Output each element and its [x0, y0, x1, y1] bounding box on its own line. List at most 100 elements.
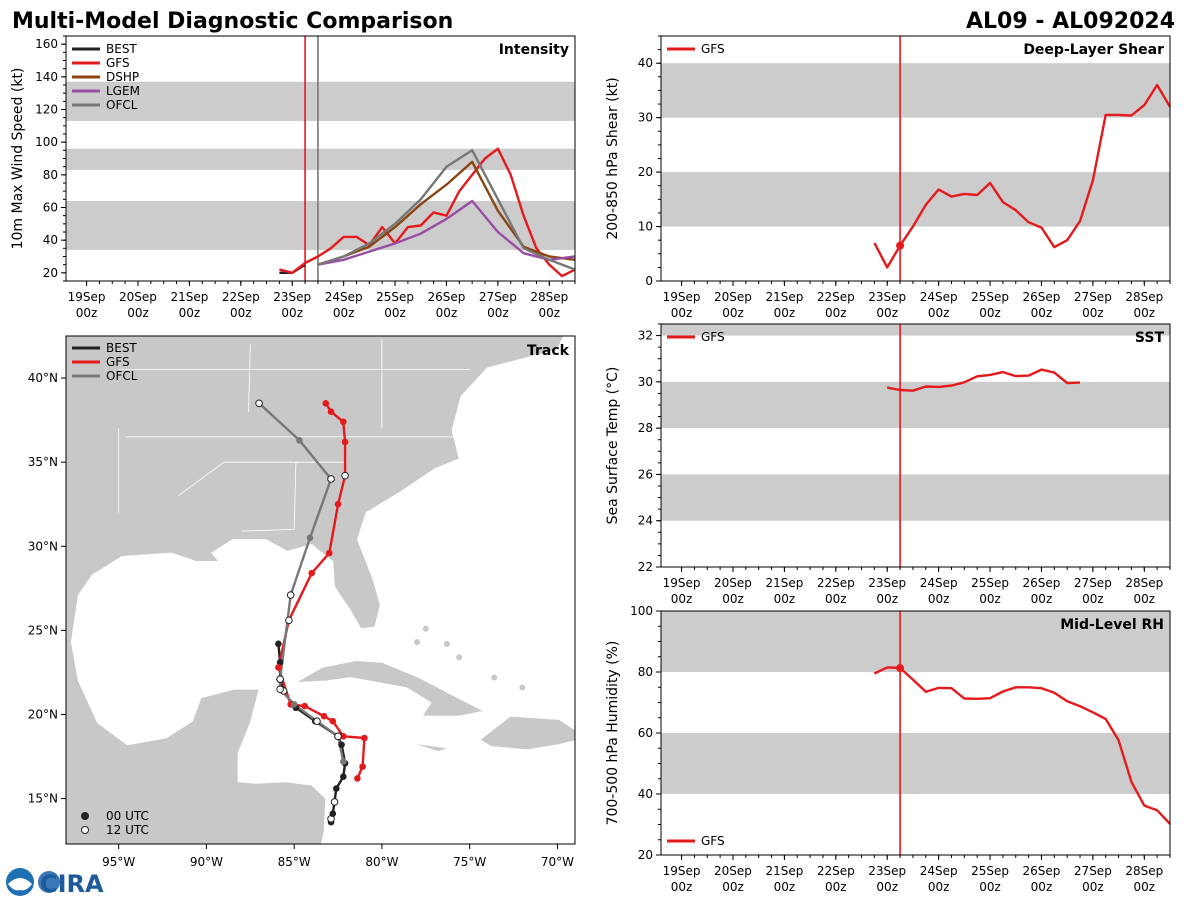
- track-point-gfs: [340, 418, 347, 426]
- rh-legend-label: GFS: [701, 834, 725, 848]
- track-point-gfs: [361, 734, 368, 742]
- track-xtick-label: 90°W: [190, 855, 223, 869]
- shear-analysis-point: [896, 241, 905, 250]
- intensity-xtick-hour: 00z: [333, 306, 355, 320]
- rh-xtick-hour: 00z: [979, 880, 1001, 894]
- intensity-series-lgem: [317, 199, 576, 266]
- intensity-xtick-hour: 00z: [436, 306, 458, 320]
- intensity-legend-label: DSHP: [106, 70, 139, 84]
- track-xtick-label: 80°W: [365, 855, 398, 869]
- rh-ytick-label: 60: [638, 726, 653, 740]
- track-point-ofcl: [290, 701, 298, 708]
- track-point-gfs: [275, 664, 282, 671]
- figure-title-right: AL09 - AL092024: [966, 9, 1175, 34]
- shear-xtick-day: 22Sep: [817, 290, 855, 304]
- rh-xtick-day: 25Sep: [971, 864, 1009, 878]
- rh-xtick-day: 26Sep: [1023, 864, 1061, 878]
- track-point-gfs: [354, 775, 361, 782]
- rh-ytick-label: 40: [638, 787, 653, 801]
- bahamas-island: [414, 639, 421, 646]
- sst-ytick-label: 32: [638, 329, 653, 343]
- intensity-panel: 20 40 60 80 100 120 140 160 19Sep 00z 20Sep 00z 21Se…: [10, 35, 576, 320]
- track-point-gfs: [359, 763, 366, 770]
- sst-xtick-day: 24Sep: [920, 576, 958, 590]
- track-map-layer: [66, 336, 575, 844]
- sst-xtick-hour: 00z: [1134, 592, 1156, 606]
- track-marker-legend-symbol: [81, 812, 89, 820]
- sst-panel: 22 24 26 28 30 32 19Sep 00z 20Sep 00z 21Sep 00z 22Se…: [605, 323, 1171, 606]
- track-point-gfs: [329, 717, 337, 725]
- intensity-series-gfs: [279, 147, 576, 278]
- rh-ytick-label: 100: [630, 604, 653, 618]
- intensity-ytick-label: 120: [35, 103, 58, 117]
- sst-xtick-day: 22Sep: [817, 576, 855, 590]
- track-point-gfs: [334, 500, 342, 508]
- rh-ytick-label: 20: [638, 848, 653, 862]
- rh-analysis-point: [896, 664, 905, 673]
- sst-xtick-day: 21Sep: [765, 576, 803, 590]
- shear-xtick-day: 19Sep: [663, 290, 701, 304]
- track-ytick-label: 20°N: [28, 707, 58, 721]
- sst-band: [661, 474, 1170, 521]
- sst-xtick-day: 20Sep: [714, 576, 752, 590]
- rh-xtick-day: 19Sep: [663, 864, 701, 878]
- intensity-xtick-hour: 00z: [230, 306, 252, 320]
- rh-band: [661, 733, 1170, 794]
- track-point-gfs: [320, 712, 328, 720]
- intensity-band: [66, 81, 575, 121]
- rh-title: Mid-Level RH: [1060, 617, 1164, 633]
- track-point-ofcl: [313, 717, 321, 726]
- hispaniola-land: [479, 715, 575, 751]
- track-legend-label: OFCL: [106, 369, 138, 383]
- shear-xtick-day: 24Sep: [920, 290, 958, 304]
- rh-xtick-day: 22Sep: [817, 864, 855, 878]
- sst-legend-label: GFS: [701, 330, 725, 344]
- rh-xtick-hour: 00z: [1134, 880, 1156, 894]
- intensity-title: Intensity: [499, 42, 569, 58]
- intensity-ytick-label: 100: [35, 135, 58, 149]
- track-point-gfs: [341, 471, 349, 480]
- intensity-ytick-label: 20: [43, 266, 58, 280]
- shear-xtick-hour: 00z: [671, 306, 693, 320]
- shear-ytick-label: 0: [645, 274, 653, 288]
- intensity-xtick-day: 26Sep: [428, 290, 466, 304]
- rh-ylabel: 700-500 hPa Humidity (%): [605, 641, 621, 826]
- intensity-xtick-day: 27Sep: [479, 290, 517, 304]
- intensity-xtick-day: 20Sep: [119, 290, 157, 304]
- track-point-best: [276, 659, 284, 666]
- track-point-ofcl: [340, 758, 347, 765]
- track-point-best: [329, 810, 337, 818]
- rh-xtick-hour: 00z: [774, 880, 796, 894]
- shear-band: [661, 63, 1170, 118]
- track-xtick-label: 95°W: [102, 855, 135, 869]
- intensity-xtick-hour: 00z: [384, 306, 406, 320]
- state-boundary: [178, 461, 347, 497]
- track-point-gfs: [327, 408, 335, 415]
- sst-xtick-hour: 00z: [1031, 592, 1053, 606]
- track-marker-legend-label: 00 UTC: [106, 809, 149, 823]
- track-point-gfs: [341, 438, 349, 446]
- track-point-ofcl: [276, 685, 284, 694]
- state-boundary: [248, 344, 251, 412]
- rh-xtick-hour: 00z: [1031, 880, 1053, 894]
- shear-xtick-day: 28Sep: [1125, 290, 1163, 304]
- intensity-legend-label: LGEM: [106, 84, 140, 98]
- track-xtick-label: 85°W: [278, 855, 311, 869]
- sst-band: [661, 324, 1170, 336]
- intensity-ytick-label: 160: [35, 37, 58, 51]
- sst-xtick-day: 19Sep: [663, 576, 701, 590]
- globe-icon: [38, 871, 60, 893]
- shear-xtick-hour: 00z: [1031, 306, 1053, 320]
- rh-xtick-day: 23Sep: [868, 864, 906, 878]
- track-point-best: [332, 785, 340, 792]
- track-frame: [65, 335, 576, 845]
- north-america-land: [66, 336, 564, 844]
- intensity-xtick-day: 22Sep: [222, 290, 260, 304]
- sst-xtick-hour: 00z: [1082, 592, 1104, 606]
- bahamas-island: [491, 674, 498, 681]
- shear-xtick-day: 26Sep: [1023, 290, 1061, 304]
- track-ytick-label: 25°N: [28, 623, 58, 637]
- sst-ytick-label: 28: [638, 421, 653, 435]
- track-xtick-label: 75°W: [453, 855, 486, 869]
